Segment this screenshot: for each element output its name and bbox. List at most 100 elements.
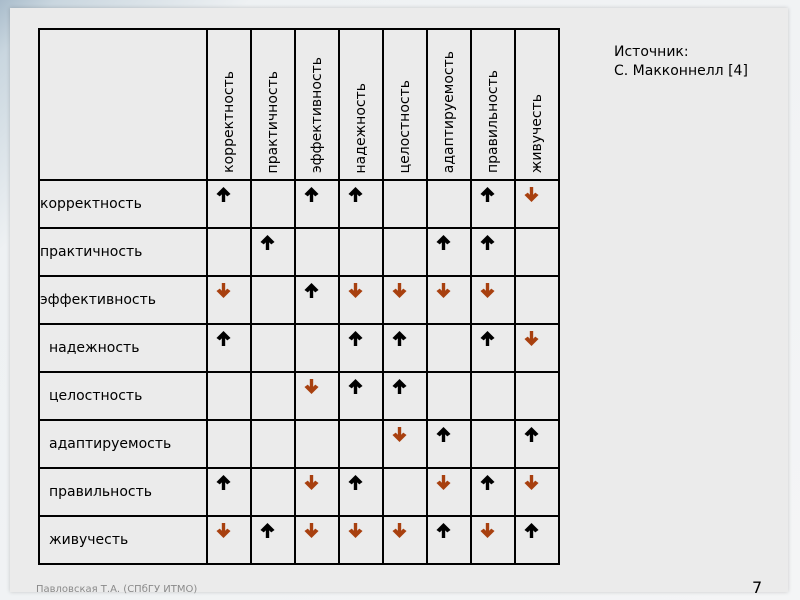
- table-row: корректность: [38, 179, 560, 229]
- arrow-up-icon: [260, 235, 275, 250]
- column-header-label: практичность: [265, 70, 281, 173]
- arrow-down-icon: [524, 475, 539, 490]
- arrow-up-icon: [348, 331, 363, 346]
- matrix-cell: [470, 371, 516, 421]
- arrow-up-icon: [304, 283, 319, 298]
- arrow-down-icon: [216, 523, 231, 538]
- arrow-up-icon: [480, 475, 495, 490]
- column-header-label: эффективность: [309, 56, 325, 173]
- matrix-cell: [338, 275, 384, 325]
- matrix-cell: [338, 515, 384, 565]
- matrix-cell: [250, 275, 296, 325]
- table-row: живучесть: [38, 515, 560, 565]
- arrow-down-icon: [480, 283, 495, 298]
- column-header-label: правильность: [485, 70, 501, 173]
- matrix-cell: [470, 419, 516, 469]
- arrow-up-icon: [216, 331, 231, 346]
- matrix-cell: [206, 419, 252, 469]
- matrix-cell: [250, 515, 296, 565]
- arrow-down-icon: [436, 475, 451, 490]
- matrix-cell: [206, 323, 252, 373]
- table-row: адаптируемость: [38, 419, 560, 469]
- arrow-down-icon: [392, 427, 407, 442]
- arrow-down-icon: [392, 283, 407, 298]
- arrow-down-icon: [436, 283, 451, 298]
- row-header-label: правильность: [38, 467, 208, 517]
- matrix-cell: [514, 467, 560, 517]
- column-header: целостность: [382, 28, 428, 181]
- footer-author: Павловская Т.А. (СПбГУ ИТМО): [36, 584, 198, 595]
- column-header: надежность: [338, 28, 384, 181]
- arrow-down-icon: [348, 523, 363, 538]
- matrix-cell: [382, 419, 428, 469]
- matrix-cell: [382, 515, 428, 565]
- matrix-cell: [338, 419, 384, 469]
- arrow-down-icon: [524, 187, 539, 202]
- matrix-cell: [338, 179, 384, 229]
- column-header: адаптируемость: [426, 28, 472, 181]
- table-row: целостность: [38, 371, 560, 421]
- arrow-up-icon: [304, 187, 319, 202]
- matrix-cell: [294, 371, 340, 421]
- table-row: эффективность: [38, 275, 560, 325]
- matrix-cell: [250, 179, 296, 229]
- arrow-up-icon: [480, 331, 495, 346]
- quality-matrix-table: корректность практичность эффективность …: [38, 28, 560, 565]
- matrix-cell: [514, 227, 560, 277]
- arrow-up-icon: [348, 379, 363, 394]
- matrix-cell: [294, 419, 340, 469]
- column-header-label: живучесть: [529, 93, 545, 173]
- matrix-cell: [338, 323, 384, 373]
- slide: корректность практичность эффективность …: [10, 8, 788, 592]
- table-row: правильность: [38, 467, 560, 517]
- column-header-label: адаптируемость: [441, 50, 457, 173]
- matrix-cell: [206, 227, 252, 277]
- column-header-label: надежность: [353, 82, 369, 173]
- matrix-cell: [382, 275, 428, 325]
- arrow-up-icon: [260, 523, 275, 538]
- matrix-cell: [382, 371, 428, 421]
- arrow-down-icon: [216, 283, 231, 298]
- arrow-up-icon: [392, 379, 407, 394]
- matrix-cell: [206, 467, 252, 517]
- page-number: 7: [752, 578, 763, 597]
- matrix-cell: [294, 227, 340, 277]
- matrix-cell: [250, 467, 296, 517]
- arrow-down-icon: [524, 331, 539, 346]
- matrix-cell: [514, 371, 560, 421]
- table-row: практичность: [38, 227, 560, 277]
- matrix-cell: [206, 515, 252, 565]
- arrow-up-icon: [480, 235, 495, 250]
- arrow-down-icon: [348, 283, 363, 298]
- header-row: корректность практичность эффективность …: [38, 28, 560, 181]
- matrix-cell: [514, 515, 560, 565]
- matrix-cell: [514, 323, 560, 373]
- matrix-cell: [426, 371, 472, 421]
- arrow-up-icon: [436, 523, 451, 538]
- matrix-cell: [426, 227, 472, 277]
- matrix-cell: [382, 467, 428, 517]
- arrow-up-icon: [436, 235, 451, 250]
- row-header-label: корректность: [38, 179, 208, 229]
- matrix-cell: [338, 227, 384, 277]
- matrix-cell: [426, 323, 472, 373]
- table-row: надежность: [38, 323, 560, 373]
- arrow-up-icon: [436, 427, 451, 442]
- arrow-up-icon: [216, 475, 231, 490]
- matrix-cell: [514, 419, 560, 469]
- arrow-up-icon: [348, 187, 363, 202]
- matrix-cell: [426, 275, 472, 325]
- arrow-up-icon: [524, 523, 539, 538]
- matrix-cell: [294, 467, 340, 517]
- matrix-cell: [338, 371, 384, 421]
- arrow-up-icon: [348, 475, 363, 490]
- matrix-cell: [250, 323, 296, 373]
- column-header: правильность: [470, 28, 516, 181]
- matrix-cell: [382, 179, 428, 229]
- matrix-cell: [426, 179, 472, 229]
- matrix-cell: [470, 179, 516, 229]
- column-header: практичность: [250, 28, 296, 181]
- matrix-cell: [250, 227, 296, 277]
- matrix-cell: [514, 275, 560, 325]
- matrix-cell: [250, 419, 296, 469]
